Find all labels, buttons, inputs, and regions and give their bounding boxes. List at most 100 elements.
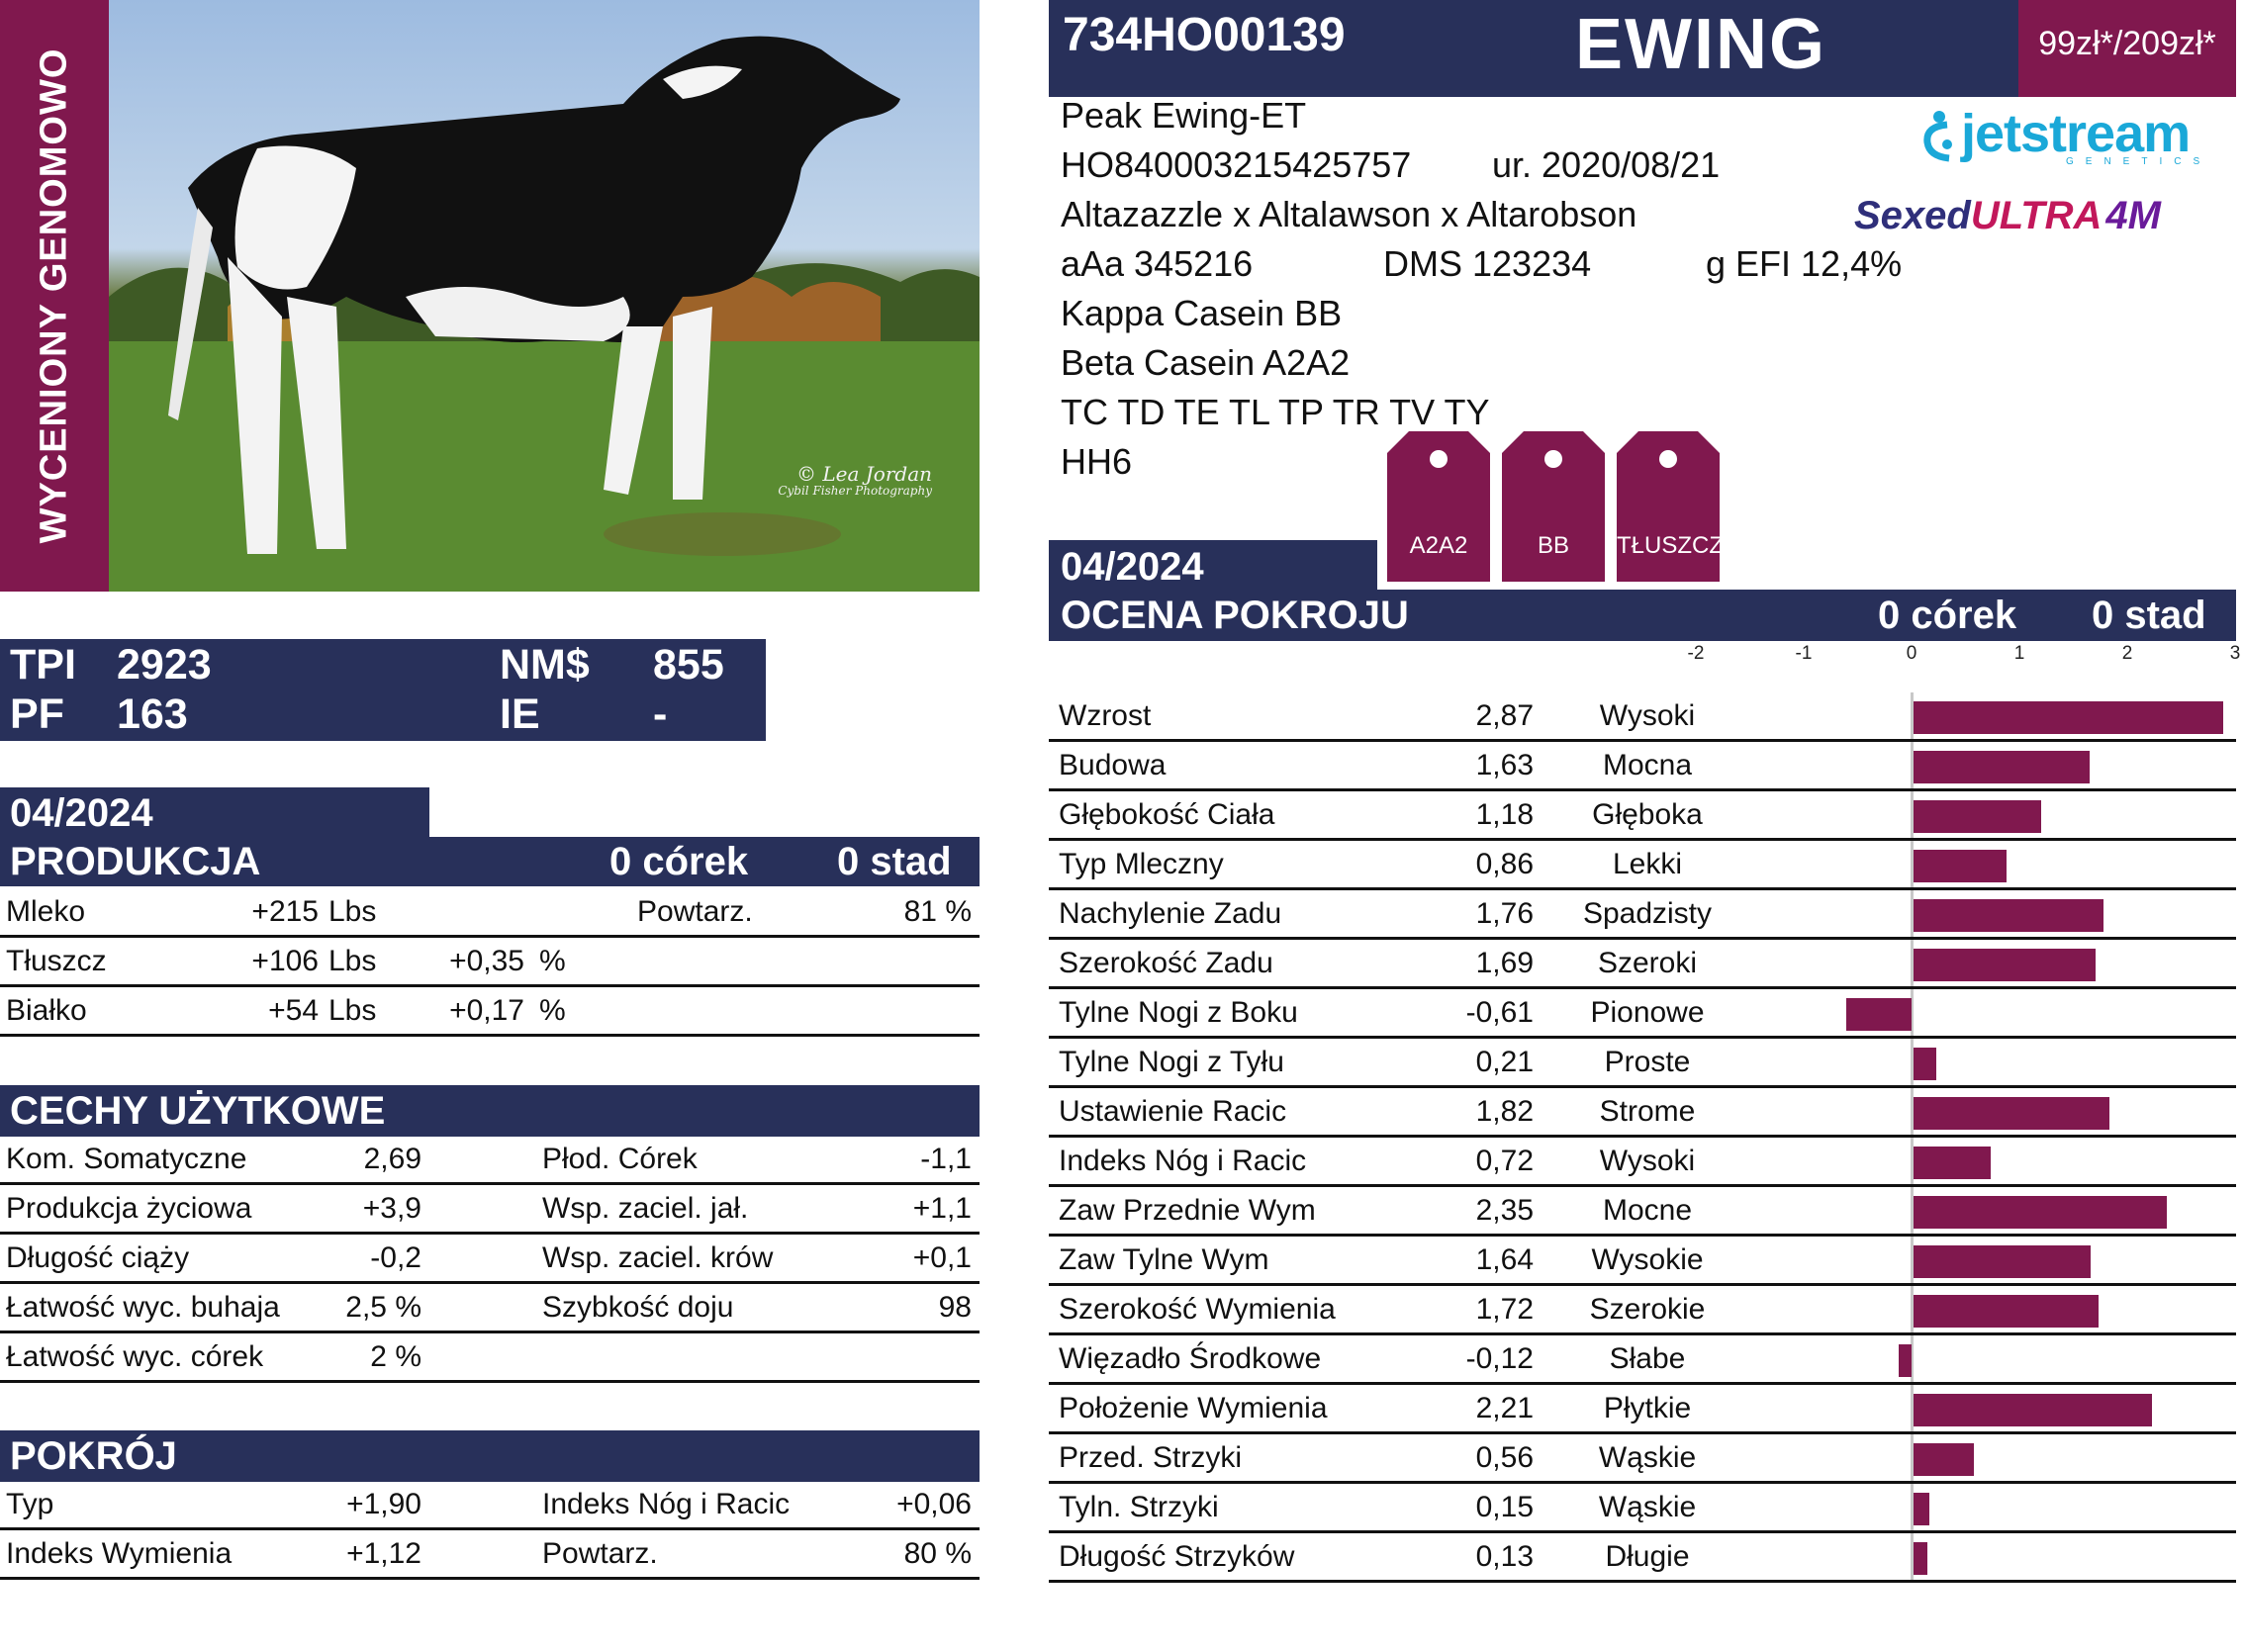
bull-illustration — [109, 36, 980, 592]
pf-value: 163 — [117, 690, 188, 738]
conformation-trait-value: 1,76 — [1475, 897, 1534, 930]
trait-percent-unit: % — [539, 945, 566, 977]
conformation-trait-name: Długość Strzyków — [1059, 1540, 1295, 1573]
production-header: PRODUKCJA 0 córek 0 stad — [0, 837, 980, 886]
left-trait-value: +3,9 — [362, 1192, 421, 1225]
conformation-row: Zaw Tylne Wym 1,64 Wysokie — [1049, 1237, 2236, 1286]
trait-name: Tłuszcz — [6, 945, 107, 977]
conformation-row: Położenie Wymienia 2,21 Płytkie — [1049, 1385, 2236, 1434]
trait-unit: Lbs — [328, 895, 377, 928]
right-trait-name: Wsp. zaciel. krów — [542, 1241, 774, 1274]
conformation-trait-name: Szerokość Zadu — [1059, 947, 1273, 979]
functional-title: CECHY UŻYTKOWE — [0, 1085, 980, 1137]
conformation-bar — [1914, 1245, 2091, 1278]
conformation-bar — [1914, 1097, 2110, 1130]
jetstream-subtitle: GENETICS — [2066, 156, 2212, 167]
conformation-bar — [1914, 1443, 1975, 1476]
bull-photo: © Lea Jordan Cybil Fisher Photography — [109, 0, 980, 592]
conformation-bar — [1845, 998, 1912, 1031]
conformation-row: Wzrost 2,87 Wysoki — [1049, 692, 2236, 742]
tag-shape-icon — [1617, 431, 1720, 582]
conformation-row: Indeks Nóg i Racic 0,72 Wysoki — [1049, 1138, 2236, 1187]
trait-percent: +0,35 — [449, 945, 524, 977]
conformation-trait-descriptor: Głęboka — [1592, 798, 1703, 831]
conformation-bar — [1914, 949, 2097, 981]
conformation-bar — [1914, 1295, 2100, 1328]
tag-shape-icon — [1502, 431, 1605, 582]
trait-percent: +0,17 — [449, 994, 524, 1027]
conformation-trait-descriptor: Mocne — [1602, 1194, 1693, 1227]
conformation-trait-descriptor: Wąskie — [1598, 1491, 1697, 1523]
axis-tick-label: 3 — [2229, 643, 2241, 664]
conformation-trait-value: 1,64 — [1475, 1243, 1534, 1276]
conformation-trait-value: 1,69 — [1475, 947, 1534, 979]
trait-row: Produkcja życiowa +3,9 Wsp. zaciel. jał. +1… — [0, 1185, 980, 1235]
conformation-bar — [1914, 1147, 1992, 1179]
conformation-trait-descriptor: Strome — [1599, 1095, 1696, 1128]
conformation-row: Szerokość Zadu 1,69 Szeroki — [1049, 940, 2236, 989]
trait-percent-unit: % — [539, 994, 566, 1027]
conformation-trait-value: 1,82 — [1475, 1095, 1534, 1128]
conformation-trait-descriptor: Spadzisty — [1582, 897, 1713, 930]
axis-tick-label: -1 — [1795, 643, 1813, 664]
conformation-trait-descriptor: Proste — [1604, 1046, 1691, 1078]
conformation-trait-descriptor: Pionowe — [1590, 996, 1705, 1029]
efi-value: g EFI 12,4% — [1706, 243, 1903, 284]
conformation-trait-name: Tylne Nogi z Boku — [1059, 996, 1298, 1029]
trait-unit: Lbs — [328, 945, 377, 977]
conformation-trait-name: Wzrost — [1059, 699, 1152, 732]
conformation-row: Szerokość Wymienia 1,72 Szerokie — [1049, 1286, 2236, 1335]
conformation-trait-value: 0,15 — [1475, 1491, 1534, 1523]
right-trait-name: Wsp. zaciel. jał. — [542, 1192, 749, 1225]
registration-number: HO840003215425757 — [1061, 144, 1412, 185]
conformation-bar — [1914, 899, 2103, 932]
photo-credit-line2: Cybil Fisher Photography — [778, 483, 932, 498]
conformation-bar — [1914, 1196, 2168, 1229]
conformation-trait-name: Zaw Przednie Wym — [1059, 1194, 1316, 1227]
production-row: Tłuszcz +106 Lbs +0,35% — [0, 938, 980, 987]
birth-date: ur. 2020/08/21 — [1492, 144, 1721, 185]
conformation-trait-value: 0,13 — [1475, 1540, 1534, 1573]
axis-tick-label: 2 — [2121, 643, 2133, 664]
bull-name: EWING — [1575, 5, 1826, 84]
conformation-row: Typ Mleczny 0,86 Lekki — [1049, 841, 2236, 890]
conformation-row: Więzadło Środkowe -0,12 Słabe — [1049, 1335, 2236, 1385]
trait-row: Indeks Wymienia +1,12 Powtarz. 80 % — [0, 1530, 980, 1580]
jetstream-swirl-icon — [1923, 111, 1952, 162]
fourm-word: 4M — [2105, 194, 2161, 237]
conformation-bar — [1914, 850, 2007, 882]
production-row: Mleko +215 Lbs Powtarz. 81 % — [0, 888, 980, 938]
conformation-trait-name: Szerokość Wymienia — [1059, 1293, 1336, 1326]
tpi-label: TPI — [10, 641, 76, 688]
trait-value: +106 — [251, 945, 319, 977]
conformation-trait-value: 1,63 — [1475, 749, 1534, 781]
right-trait-name: Płod. Córek — [542, 1143, 698, 1175]
conformation-header: OCENA POKROJU 0 córek 0 stad — [1049, 590, 2236, 641]
conformation-trait-descriptor: Szerokie — [1589, 1293, 1706, 1326]
conformation-trait-name: Nachylenie Zadu — [1059, 897, 1282, 930]
nm-label: NM$ — [500, 641, 590, 688]
conformation-trait-descriptor: Wysokie — [1591, 1243, 1704, 1276]
conformation-row: Budowa 1,63 Mocna — [1049, 742, 2236, 791]
left-trait-value: +1,12 — [346, 1537, 421, 1570]
jetstream-wordmark: jetstream — [1961, 104, 2191, 163]
nm-value: 855 — [653, 641, 724, 688]
axis-tick-label: -2 — [1687, 643, 1705, 664]
conformation-trait-descriptor: Szeroki — [1597, 947, 1698, 979]
conformation-trait-name: Tylne Nogi z Tyłu — [1059, 1046, 1284, 1078]
left-trait-value: -0,2 — [370, 1241, 421, 1274]
left-trait-name: Długość ciąży — [6, 1241, 190, 1274]
conformation-row: Zaw Przednie Wym 2,35 Mocne — [1049, 1187, 2236, 1237]
conformation-row: Długość Strzyków 0,13 Długie — [1049, 1533, 2236, 1583]
sexed-word: Sexed — [1854, 194, 1971, 237]
right-trait-value: 98 — [938, 1291, 972, 1324]
conformation-trait-value: 0,86 — [1475, 848, 1534, 880]
conformation-trait-descriptor: Słabe — [1609, 1342, 1686, 1375]
conformation-row: Nachylenie Zadu 1,76 Spadzisty — [1049, 890, 2236, 940]
trait-row: Typ +1,90 Indeks Nóg i Racic +0,06 — [0, 1481, 980, 1530]
photo-credit: © Lea Jordan Cybil Fisher Photography — [778, 463, 932, 498]
left-trait-name: Łatwość wyc. buhaja — [6, 1291, 280, 1324]
trait-extra-value: 81 % — [903, 895, 972, 928]
genetic-tag: TŁUSZCZ — [1617, 431, 1724, 582]
full-name: Peak Ewing-ET — [1061, 95, 1307, 136]
